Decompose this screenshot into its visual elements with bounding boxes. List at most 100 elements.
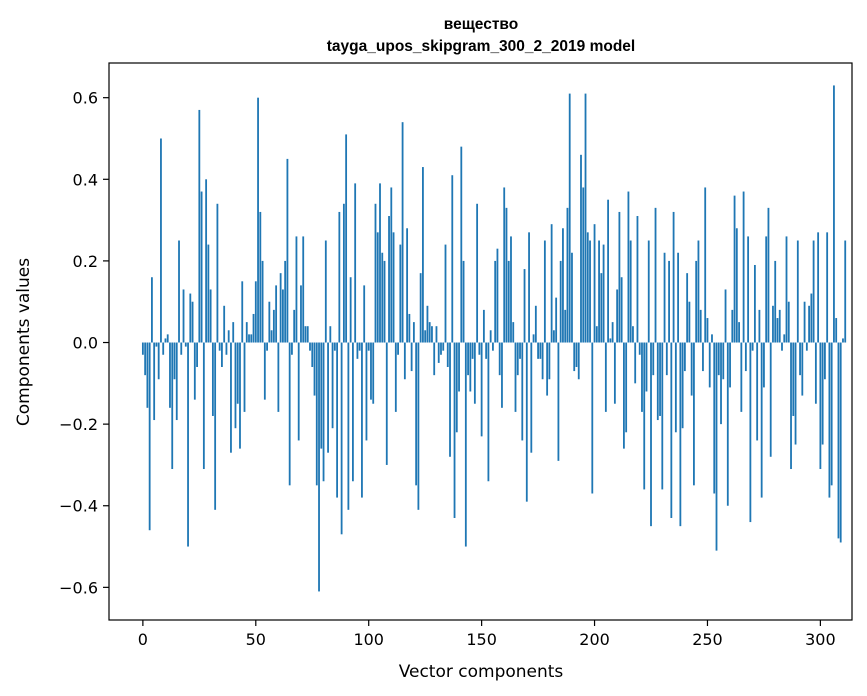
chart-subtitle: tayga_upos_skipgram_300_2_2019 model xyxy=(327,38,635,55)
bar xyxy=(697,240,700,343)
bar xyxy=(340,342,343,535)
bar xyxy=(329,326,332,343)
bar xyxy=(668,260,670,343)
bar xyxy=(826,232,829,343)
bar xyxy=(309,342,311,351)
bar xyxy=(191,301,194,343)
bar xyxy=(286,158,289,343)
bar xyxy=(742,191,745,343)
bar xyxy=(313,342,316,396)
bar xyxy=(740,342,743,412)
bar xyxy=(627,191,630,343)
bar xyxy=(704,187,707,343)
bar xyxy=(600,273,603,343)
bar xyxy=(320,342,323,449)
bar xyxy=(521,342,524,441)
bar xyxy=(417,342,420,510)
bar xyxy=(699,309,702,343)
bar xyxy=(616,289,619,343)
bar xyxy=(833,85,835,343)
bar xyxy=(254,281,257,343)
bar xyxy=(394,342,397,412)
bar xyxy=(693,342,695,486)
bar xyxy=(781,342,783,351)
x-tick-label: 200 xyxy=(579,630,610,649)
bar xyxy=(410,342,413,372)
bar xyxy=(731,309,734,343)
bar xyxy=(512,322,515,343)
bar xyxy=(715,342,718,551)
bar xyxy=(245,322,248,343)
bar xyxy=(679,342,682,527)
bar xyxy=(462,260,465,343)
bar xyxy=(250,334,253,343)
bar xyxy=(187,342,189,547)
bar xyxy=(272,309,275,343)
bar xyxy=(356,342,359,359)
y-tick-label: 0.0 xyxy=(73,334,98,353)
bar xyxy=(383,260,386,343)
bar xyxy=(440,342,442,355)
bar xyxy=(342,203,345,343)
bar xyxy=(379,183,381,343)
bar xyxy=(541,342,544,380)
bar xyxy=(713,342,716,494)
bar xyxy=(482,309,485,343)
bar xyxy=(530,342,533,453)
bar xyxy=(164,338,167,343)
bar xyxy=(374,203,377,343)
bar xyxy=(514,342,517,412)
bar xyxy=(550,224,553,343)
bar xyxy=(223,305,226,343)
bar xyxy=(595,326,598,343)
bar xyxy=(844,240,847,343)
bar xyxy=(584,93,587,343)
bar xyxy=(492,342,494,351)
bar xyxy=(539,342,542,359)
bar xyxy=(613,342,616,404)
bar xyxy=(647,240,650,343)
bar xyxy=(674,342,677,433)
x-tick-label: 150 xyxy=(466,630,497,649)
bar xyxy=(216,203,219,343)
bar xyxy=(144,342,147,376)
bar xyxy=(828,342,831,498)
bar xyxy=(324,240,327,343)
bar xyxy=(507,260,510,343)
bar xyxy=(557,342,560,461)
bar xyxy=(634,342,637,384)
bar xyxy=(503,187,506,343)
bar xyxy=(607,199,609,343)
bar xyxy=(437,342,440,363)
bar xyxy=(297,342,300,441)
bar xyxy=(756,342,759,441)
bar xyxy=(803,301,806,343)
bar xyxy=(733,195,736,343)
bar xyxy=(519,342,521,359)
bar xyxy=(677,252,680,343)
bar xyxy=(794,342,797,445)
bar xyxy=(525,342,528,502)
bar xyxy=(738,322,740,343)
bar xyxy=(830,342,833,486)
bar-series xyxy=(141,85,847,592)
bar xyxy=(695,260,698,343)
chart-title: вещество xyxy=(444,16,518,33)
bar xyxy=(778,309,781,343)
y-tick-label: −0.6 xyxy=(59,578,98,597)
bar xyxy=(792,342,795,416)
bar xyxy=(248,334,250,343)
bar xyxy=(577,342,580,380)
bar xyxy=(322,342,325,482)
bar xyxy=(458,342,460,392)
bar xyxy=(589,240,591,343)
bar xyxy=(178,240,180,343)
bar xyxy=(327,342,329,453)
bar xyxy=(620,277,623,343)
bar xyxy=(819,342,822,470)
bar xyxy=(575,342,578,367)
bar xyxy=(747,236,750,343)
bar xyxy=(683,342,686,372)
bar xyxy=(609,338,612,343)
bar xyxy=(451,175,454,343)
